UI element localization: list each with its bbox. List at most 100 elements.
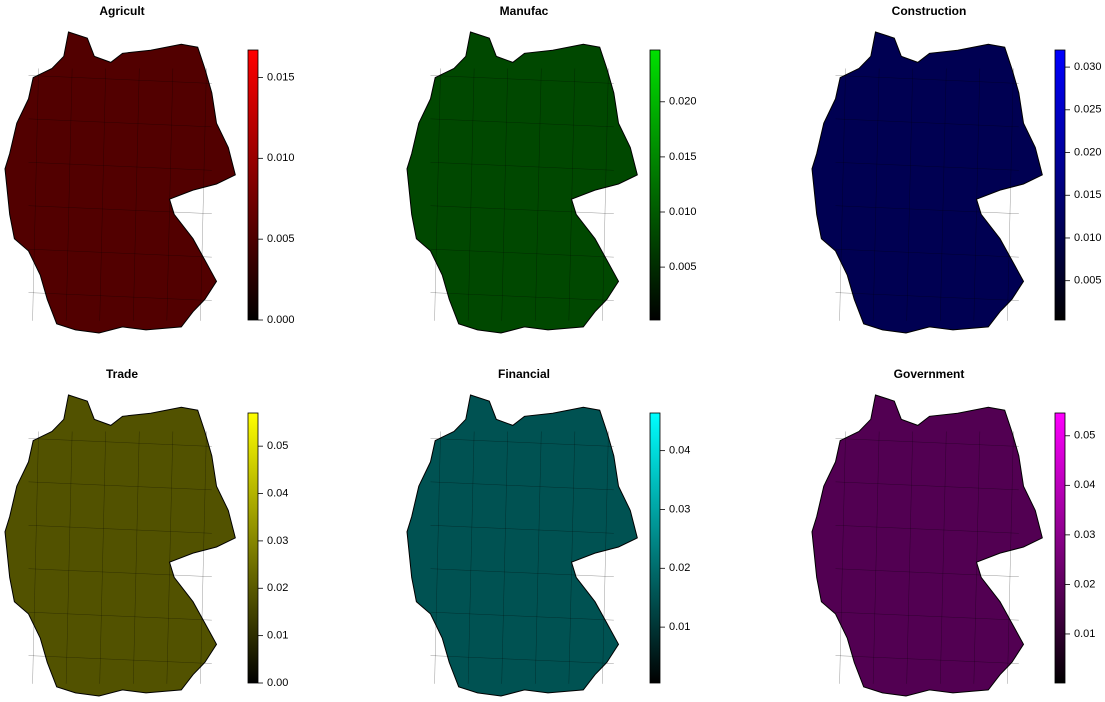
region-border <box>99 68 106 321</box>
region-border <box>940 431 947 684</box>
region-border <box>467 431 475 684</box>
region-border <box>835 438 1019 447</box>
map-panel: Financial 0.01 0.02 0.03 0.04 <box>406 367 690 697</box>
region-border <box>166 68 174 321</box>
region-border <box>166 431 174 684</box>
colorbar <box>649 49 661 321</box>
region-border <box>28 292 212 301</box>
region-border <box>430 655 614 664</box>
region-border <box>430 75 614 84</box>
colorbar-tick-label: 0.005 <box>1074 275 1102 287</box>
region-border <box>430 162 614 171</box>
region-border <box>906 68 913 321</box>
colorbar-tick-label: 0.04 <box>669 445 690 457</box>
region-border <box>133 68 140 321</box>
colorbar-tick-label: 0.05 <box>267 440 288 452</box>
country-map <box>406 394 638 697</box>
country-map <box>811 31 1043 334</box>
region-border <box>872 68 880 321</box>
region-border <box>28 568 212 577</box>
map-title: Agricult <box>99 4 144 18</box>
region-border <box>1007 431 1014 684</box>
region-border <box>535 431 542 684</box>
colorbar-tick-label: 0.03 <box>267 535 288 547</box>
region-border <box>535 68 542 321</box>
map-title: Financial <box>498 367 550 381</box>
colorbar-tick-label: 0.015 <box>669 151 697 163</box>
colorbar-tick-label: 0.000 <box>267 314 295 326</box>
region-border <box>835 292 1019 301</box>
region-border <box>501 68 508 321</box>
colorbar-tick-label: 0.05 <box>1074 430 1095 442</box>
region-border <box>973 431 981 684</box>
region-border <box>835 525 1019 534</box>
region-border <box>32 68 39 321</box>
region-border <box>835 162 1019 171</box>
region-border <box>430 481 614 491</box>
map-title: Trade <box>106 367 138 381</box>
colorbar-tick-label: 0.015 <box>267 71 295 83</box>
colorbar <box>247 412 259 684</box>
map-panel: Trade 0.00 0.01 0.02 0.03 0.04 0.05 <box>4 367 288 697</box>
region-border <box>434 68 441 321</box>
region-border <box>839 431 846 684</box>
region-border <box>467 68 475 321</box>
region-border <box>430 292 614 301</box>
region-border <box>835 481 1019 491</box>
map-title: Government <box>894 367 965 381</box>
region-border <box>28 248 212 258</box>
region-border <box>835 568 1019 577</box>
map-panel: Construction 0.005 0.010 0.015 0.020 0.025 0.0… <box>811 4 1102 334</box>
region-border <box>872 431 880 684</box>
country-map <box>4 394 236 697</box>
region-border <box>568 431 576 684</box>
region-border <box>835 75 1019 84</box>
colorbar-tick-label: 0.02 <box>669 562 690 574</box>
country-map <box>406 31 638 334</box>
region-border <box>430 205 614 214</box>
colorbar-tick-label: 0.015 <box>1074 189 1102 201</box>
colorbar-tick-label: 0.020 <box>669 96 697 108</box>
region-border <box>434 431 441 684</box>
colorbar <box>649 412 661 684</box>
region-border <box>28 162 212 171</box>
region-border <box>28 75 212 84</box>
region-border <box>28 481 212 491</box>
colorbar <box>1054 412 1066 684</box>
region-border <box>32 431 39 684</box>
region-border <box>568 68 576 321</box>
region-border <box>430 525 614 534</box>
region-border <box>973 68 981 321</box>
colorbar-tick-label: 0.01 <box>267 630 288 642</box>
colorbar-tick-label: 0.01 <box>669 621 690 633</box>
colorbar-tick-label: 0.02 <box>1074 578 1095 590</box>
colorbar-tick-label: 0.04 <box>267 487 288 499</box>
colorbar <box>1054 49 1066 321</box>
region-border <box>602 431 609 684</box>
colorbar-tick-label: 0.04 <box>1074 479 1095 491</box>
colorbar-tick-label: 0.00 <box>267 677 288 689</box>
map-title: Construction <box>892 4 967 18</box>
country-map <box>4 31 236 334</box>
map-panel: Government 0.01 0.02 0.03 0.04 0.05 <box>811 367 1095 697</box>
region-border <box>906 431 913 684</box>
region-border <box>835 248 1019 258</box>
region-border <box>430 248 614 258</box>
region-border <box>28 525 212 534</box>
map-panel: Manufac 0.005 0.010 0.015 0.020 <box>406 4 697 334</box>
region-border <box>65 68 73 321</box>
colorbar-tick-label: 0.010 <box>1074 232 1102 244</box>
region-border <box>133 431 140 684</box>
region-border <box>65 431 73 684</box>
colorbar-tick-label: 0.025 <box>1074 104 1102 116</box>
region-border <box>430 438 614 447</box>
region-border <box>835 205 1019 214</box>
region-border <box>28 611 212 621</box>
colorbar-tick-label: 0.005 <box>669 261 697 273</box>
colorbar-tick-label: 0.020 <box>1074 146 1102 158</box>
region-border <box>501 431 508 684</box>
region-border <box>99 431 106 684</box>
colorbar-tick-label: 0.01 <box>1074 628 1095 640</box>
region-border <box>835 655 1019 664</box>
